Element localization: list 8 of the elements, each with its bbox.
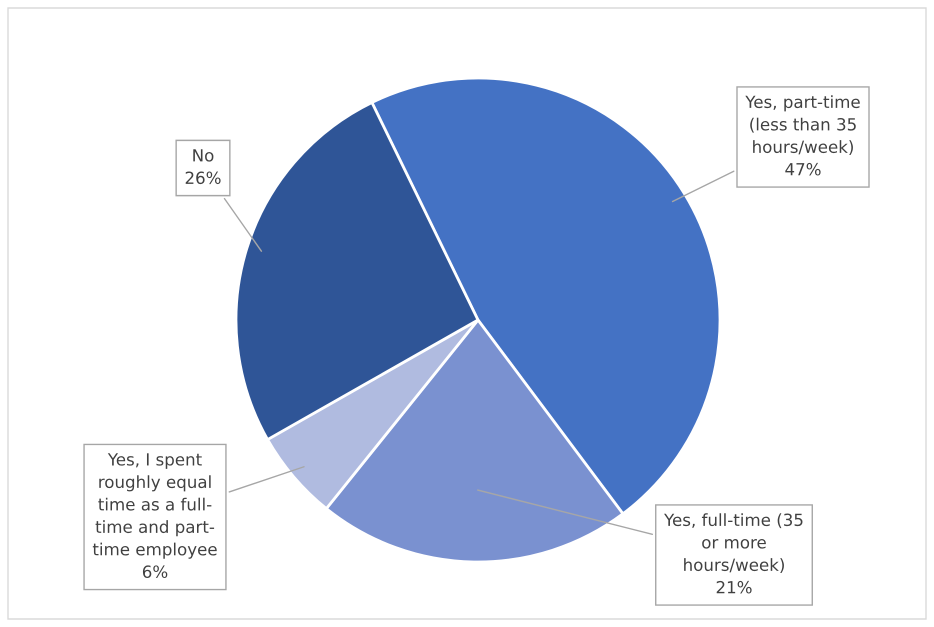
data-label: 47% xyxy=(785,162,821,176)
slice-label: Yes, I spent roughly equal time as a full- time and part- time employee xyxy=(92,453,217,559)
data-label: 6% xyxy=(142,565,168,578)
slice-label: Yes, part-time (less than 35 hours/week) xyxy=(745,95,860,156)
data-label: 21% xyxy=(716,580,752,594)
data-label: 26% xyxy=(186,171,221,184)
slice-label: Yes, full-time (35 or more hours/week) xyxy=(664,513,802,574)
slice-label: No xyxy=(193,149,214,162)
